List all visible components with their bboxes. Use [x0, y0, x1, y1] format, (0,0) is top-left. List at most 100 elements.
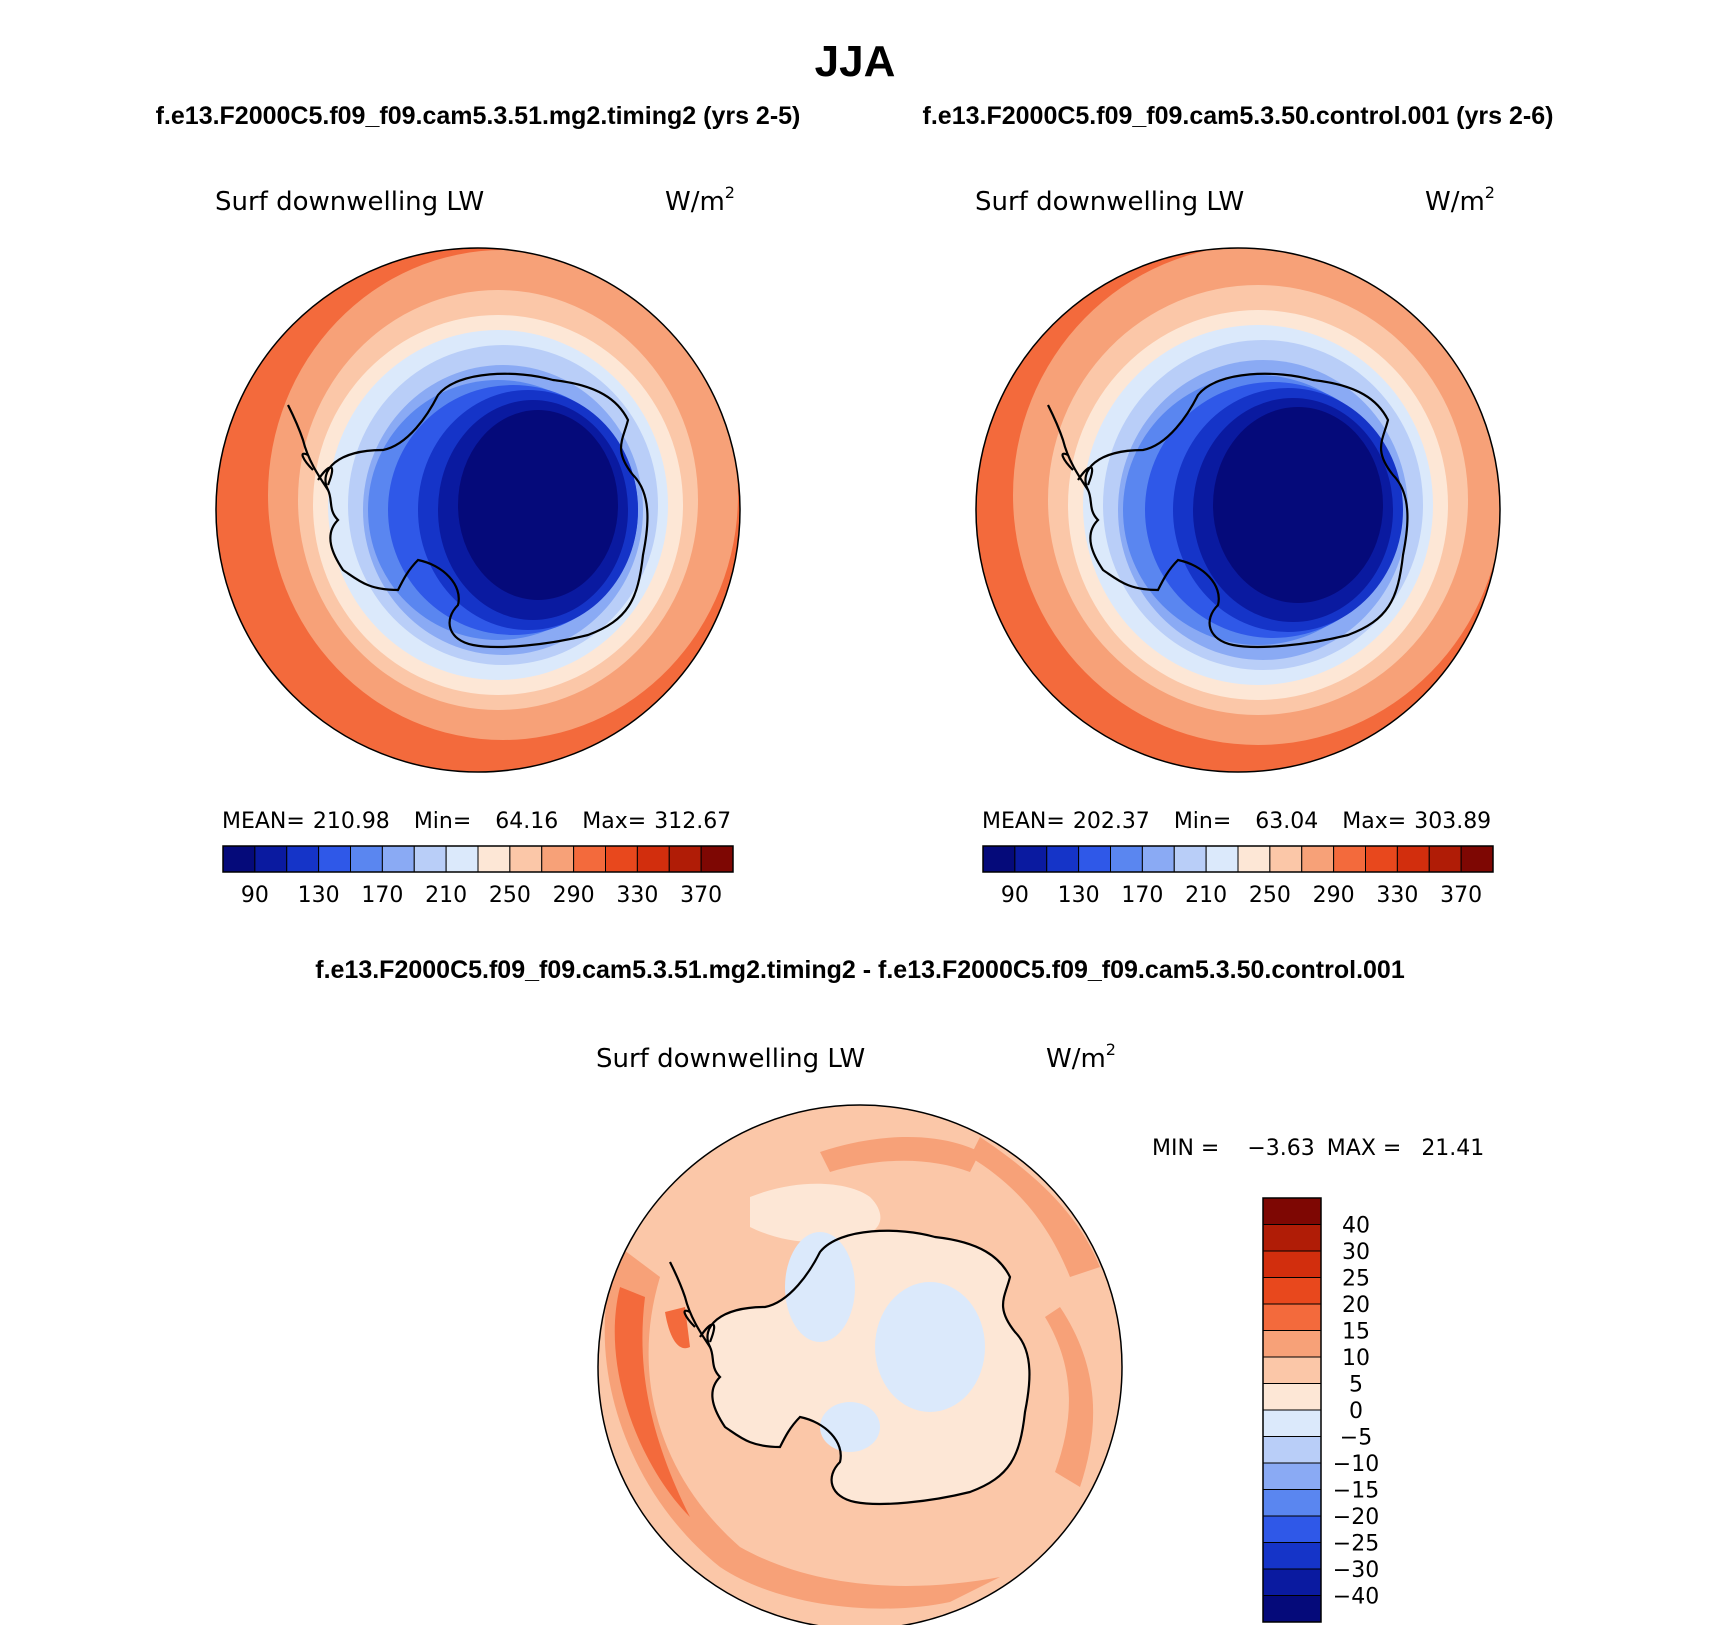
- colorbar-tick-label: −40: [1333, 1585, 1379, 1610]
- colorbar-swatch: [509, 845, 543, 873]
- colorbar-tick-label: 330: [616, 883, 658, 908]
- colorbar-tick-label: −10: [1333, 1452, 1379, 1477]
- colorbar-swatch: [636, 845, 670, 873]
- panel-diff-title: Surf downwelling LW: [596, 1044, 865, 1074]
- colorbar-swatch: [1173, 845, 1207, 873]
- colorbar-swatch: [1262, 1383, 1322, 1411]
- colorbar-swatch: [1262, 1568, 1322, 1596]
- colorbar-tick-label: 10: [1342, 1346, 1370, 1371]
- colorbar-swatch: [1262, 1356, 1322, 1384]
- colorbar-tick-label: 0: [1349, 1399, 1363, 1424]
- panel-right-units: W/m2: [1425, 183, 1495, 217]
- colorbar-swatch: [1262, 1409, 1322, 1437]
- colorbar-swatch: [1014, 845, 1048, 873]
- colorbar-swatch: [605, 845, 638, 873]
- colorbar-tick-label: 250: [1249, 883, 1291, 908]
- colorbar-swatch: [573, 845, 606, 873]
- colorbar-tick-label: 90: [1001, 883, 1029, 908]
- panel-diff-stats: MIN = −3.63 MAX = 21.41: [1152, 1136, 1484, 1161]
- colorbar-swatch: [1262, 1330, 1322, 1358]
- colorbar-swatch: [1262, 1542, 1322, 1570]
- colorbar-swatch: [1262, 1489, 1322, 1517]
- colorbar-swatch: [286, 845, 320, 873]
- colorbar-frame: [982, 845, 1494, 873]
- colorbar-swatch: [1110, 845, 1143, 873]
- panel-left-units: W/m2: [665, 183, 735, 217]
- panel-left: Surf downwelling LW W/m2 MEA: [215, 183, 741, 908]
- colorbar-tick-label: 5: [1349, 1373, 1363, 1398]
- panel-right-map: [975, 247, 1501, 773]
- panel-right-title: Surf downwelling LW: [975, 187, 1244, 217]
- colorbar-swatch: [1428, 845, 1462, 873]
- panel-left-stats: MEAN= 210.98 Min= 64.16 Max= 312.67: [222, 809, 731, 834]
- colorbar-tick-label: 90: [241, 883, 269, 908]
- colorbar-swatch: [318, 845, 351, 873]
- panel-left-title: Surf downwelling LW: [215, 187, 484, 217]
- colorbar-swatch: [1046, 845, 1080, 873]
- colorbar-swatch: [1262, 1303, 1322, 1331]
- colorbar-swatch: [541, 845, 575, 873]
- colorbar-tick-label: 130: [298, 883, 340, 908]
- colorbar-swatch: [1262, 1250, 1322, 1278]
- colorbar-swatch: [477, 845, 511, 873]
- colorbar-swatch: [445, 845, 479, 873]
- colorbar-swatch: [1205, 845, 1239, 873]
- panel-diff: Surf downwelling LW W/m2 MIN: [596, 1040, 1484, 1625]
- colorbar-swatch: [1262, 1197, 1322, 1225]
- colorbar-tick-label: 210: [1185, 883, 1227, 908]
- colorbar-tick-label: −5: [1340, 1426, 1372, 1451]
- panel-left-map: [215, 247, 741, 773]
- top-header-right: f.e13.F2000C5.f09_f09.cam5.3.50.control.…: [923, 102, 1554, 130]
- colorbar-swatch: [1262, 1595, 1322, 1623]
- colorbar-swatch: [1396, 845, 1430, 873]
- colorbar-tick-label: 170: [1121, 883, 1163, 908]
- colorbar-swatch: [1460, 845, 1494, 873]
- colorbar-tick-label: 40: [1342, 1214, 1370, 1239]
- colorbar-swatch: [381, 845, 415, 873]
- colorbar-tick-label: 250: [489, 883, 531, 908]
- colorbar-tick-label: 290: [553, 883, 595, 908]
- colorbar-tick-label: 370: [680, 883, 722, 908]
- colorbar-swatch: [1262, 1436, 1322, 1464]
- colorbar-swatch: [1141, 845, 1175, 873]
- colorbar-swatch: [1301, 845, 1335, 873]
- top-header-left: f.e13.F2000C5.f09_f09.cam5.3.51.mg2.timi…: [156, 102, 801, 130]
- colorbar-swatch: [1269, 845, 1303, 873]
- figure-title: JJA: [815, 37, 896, 86]
- colorbar-tick-label: 330: [1376, 883, 1418, 908]
- colorbar-swatch: [1262, 1462, 1322, 1490]
- colorbar-swatch: [668, 845, 702, 873]
- colorbar-frame: [1262, 1197, 1322, 1623]
- colorbar-tick-label: 20: [1342, 1293, 1370, 1318]
- colorbar-tick-label: 30: [1342, 1240, 1370, 1265]
- panel-right-colorbar: 90 130 170 210 250 290 330 370: [982, 845, 1494, 908]
- colorbar-swatch: [982, 845, 1016, 873]
- colorbar-swatch: [1262, 1515, 1322, 1543]
- colorbar-swatch: [222, 845, 256, 873]
- colorbar-tick-label: 15: [1342, 1320, 1370, 1345]
- panel-right-stats: MEAN= 202.37 Min= 63.04 Max= 303.89: [982, 809, 1491, 834]
- colorbar-frame: [222, 845, 734, 873]
- colorbar-tick-label: 210: [425, 883, 467, 908]
- colorbar-tick-label: −20: [1333, 1505, 1379, 1530]
- colorbar-swatch: [350, 845, 383, 873]
- panel-diff-map: [597, 1104, 1123, 1625]
- colorbar-swatch: [1237, 845, 1271, 873]
- colorbar-tick-label: 25: [1342, 1267, 1370, 1292]
- colorbar-tick-label: 370: [1440, 883, 1482, 908]
- colorbar-swatch: [1078, 845, 1111, 873]
- colorbar-swatch: [1365, 845, 1398, 873]
- colorbar-tick-label: 170: [361, 883, 403, 908]
- panel-diff-units: W/m2: [1046, 1040, 1116, 1074]
- panel-right: Surf downwelling LW W/m2 MEA: [975, 183, 1501, 908]
- colorbar-swatch: [1333, 845, 1366, 873]
- colorbar-swatch: [254, 845, 288, 873]
- colorbar-tick-label: −25: [1333, 1532, 1379, 1557]
- colorbar-swatch: [700, 845, 734, 873]
- colorbar-swatch: [413, 845, 447, 873]
- colorbar-tick-label: −30: [1333, 1558, 1379, 1583]
- colorbar-tick-label: 290: [1313, 883, 1355, 908]
- colorbar-swatch: [1262, 1277, 1322, 1305]
